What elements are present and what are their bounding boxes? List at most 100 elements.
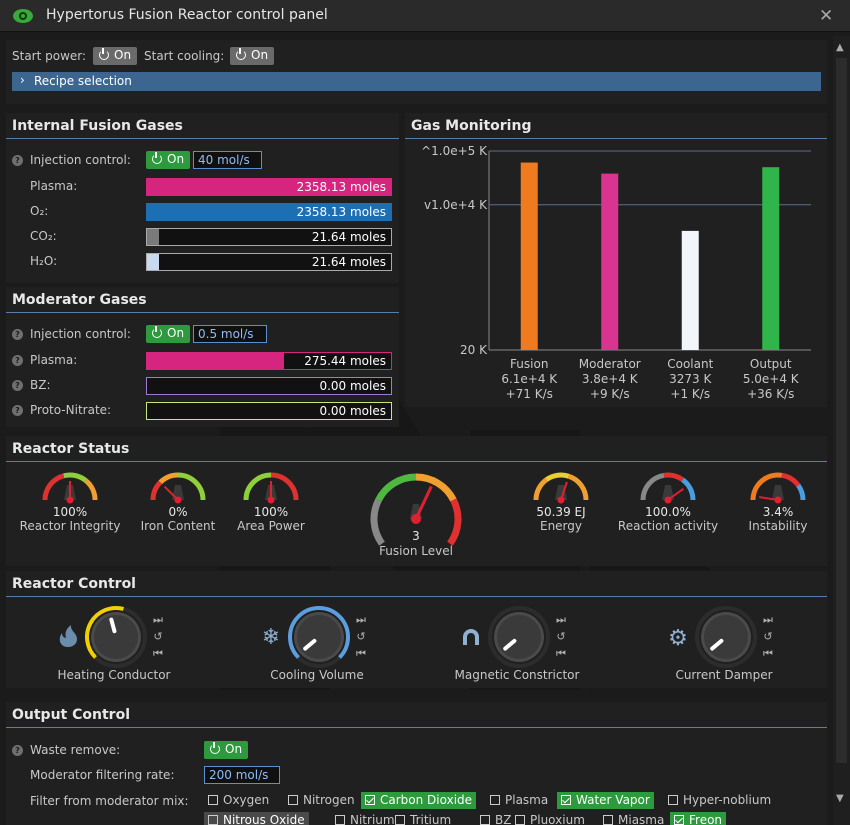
x-temperature-label: 3273 K — [669, 372, 712, 386]
filter-checkbox-miasma[interactable]: Miasma — [599, 812, 668, 825]
x-rate-label: +71 K/s — [506, 387, 553, 401]
x-category-label: Output — [750, 357, 792, 371]
bar-moderator — [601, 173, 619, 350]
scrollbar[interactable]: ▲ ▼ — [833, 36, 850, 825]
filter-label: Pluoxium — [530, 813, 585, 825]
filter-checkbox-nitrous-oxide[interactable]: Nitrous Oxide — [204, 812, 309, 825]
gauge-arc-segment — [640, 472, 665, 501]
gas-monitoring-panel: Gas Monitoring ^1.0e+5 K v1.0e+4 K 20 K Fus… — [405, 113, 827, 407]
bar-fusion — [520, 162, 538, 350]
scroll-down-icon[interactable]: ▼ — [836, 793, 844, 804]
gauge-label: Instability — [749, 519, 808, 533]
injection-control-label: Injection control: — [30, 153, 131, 167]
min-icon[interactable]: ⏮ — [556, 647, 566, 660]
gauge-label: Iron Content — [141, 519, 216, 533]
min-icon[interactable]: ⏮ — [356, 647, 366, 660]
x-temperature-label: 6.1e+4 K — [501, 372, 558, 386]
knob-indicator — [503, 638, 517, 651]
gauge-pivot — [411, 514, 421, 524]
gas-monitoring-title: Gas Monitoring — [405, 113, 827, 139]
knob-face — [704, 615, 748, 659]
help-icon[interactable]: ? — [12, 355, 23, 366]
filter-checkbox-water-vapor[interactable]: Water Vapor — [557, 792, 654, 809]
y-tick-label: v1.0e+4 K — [424, 198, 488, 212]
close-icon[interactable]: ✕ — [819, 6, 834, 26]
help-icon[interactable]: ? — [12, 329, 23, 340]
checkbox-icon — [561, 795, 571, 805]
injection-rate-input[interactable]: 40 mol/s — [193, 151, 262, 169]
filter-checkbox-nitrogen[interactable]: Nitrogen — [284, 792, 359, 809]
knob-ring-level — [85, 606, 125, 659]
control-knobs: ⏭ ↺ ⏮ Heating Conductor ❄ ⏭ ↺ ⏮ Cooling Volume ⏭ ↺… — [58, 606, 773, 682]
help-icon[interactable]: ? — [12, 155, 23, 166]
knob-ring — [695, 606, 757, 668]
gas-name: O₂: — [30, 204, 49, 218]
x-category-label: Fusion — [510, 357, 548, 371]
gauge-arc-segment — [42, 473, 65, 501]
filter-checkbox-carbon-dioxide[interactable]: Carbon Dioxide — [361, 792, 477, 809]
filter-label: Carbon Dioxide — [380, 793, 473, 807]
max-icon[interactable]: ⏭ — [356, 613, 366, 626]
filtering-rate-input[interactable]: 200 mol/s — [204, 766, 280, 784]
knob-face — [94, 615, 138, 659]
injection-toggle[interactable]: On — [146, 325, 191, 343]
max-icon[interactable]: ⏭ — [763, 613, 773, 626]
filter-checkbox-bz[interactable]: BZ — [476, 812, 515, 825]
help-icon[interactable]: ? — [12, 380, 23, 391]
filter-label: Freon — [689, 813, 723, 825]
max-icon[interactable]: ⏭ — [556, 613, 566, 626]
knob-magnetic-constrictor[interactable]: ⏭ ↺ ⏮ Magnetic Constrictor — [455, 606, 580, 682]
reset-icon[interactable]: ↺ — [556, 630, 565, 643]
filter-checkbox-plasma[interactable]: Plasma — [486, 792, 552, 809]
gauge-pivot — [557, 496, 565, 504]
gauge-arc-segment — [63, 472, 88, 483]
knob-ring-level — [288, 606, 350, 659]
gas-amount-bar: 275.44 moles — [146, 352, 392, 370]
help-icon[interactable]: ? — [12, 405, 23, 416]
knob-heating-conductor[interactable]: ⏭ ↺ ⏮ Heating Conductor — [58, 606, 171, 682]
moderator-gases-title: Moderator Gases — [6, 287, 399, 313]
gauge-arc-segment — [544, 472, 570, 482]
injection-rate-input[interactable]: 0.5 mol/s — [193, 325, 267, 343]
min-icon[interactable]: ⏮ — [153, 647, 163, 660]
reset-icon[interactable]: ↺ — [153, 630, 162, 643]
recipe-selection-button[interactable]: › Recipe selection — [12, 72, 821, 91]
help-icon[interactable]: ? — [12, 745, 23, 756]
gauge-value: 3.4% — [763, 505, 794, 519]
knob-current-damper[interactable]: ⚙ ⏭ ↺ ⏮ Current Damper — [668, 606, 773, 682]
checkbox-icon — [395, 815, 405, 825]
filter-checkbox-tritium[interactable]: Tritium — [391, 812, 455, 825]
waste-remove-toggle[interactable]: On — [204, 741, 249, 759]
scrollbar-track[interactable] — [836, 58, 847, 763]
filter-checkbox-freon[interactable]: Freon — [670, 812, 727, 825]
gas-amount-value: 275.44 moles — [304, 354, 386, 368]
max-icon[interactable]: ⏭ — [153, 613, 163, 626]
filter-checkbox-pluoxium[interactable]: Pluoxium — [511, 812, 589, 825]
min-icon[interactable]: ⏮ — [763, 647, 773, 660]
gas-amount-bar: 21.64 moles — [146, 228, 392, 246]
checkbox-icon — [480, 815, 490, 825]
knob-cooling-volume[interactable]: ❄ ⏭ ↺ ⏮ Cooling Volume — [262, 606, 366, 682]
start-power-button[interactable]: On — [93, 47, 138, 65]
reset-icon[interactable]: ↺ — [763, 630, 772, 643]
gauge-reactor-integrity: 100%Reactor Integrity — [20, 472, 120, 533]
gas-amount-value: 21.64 moles — [311, 230, 386, 244]
filter-checkbox-oxygen[interactable]: Oxygen — [204, 792, 273, 809]
filter-checkbox-nitrium[interactable]: Nitrium — [331, 812, 399, 825]
reactor-status-title: Reactor Status — [6, 436, 827, 462]
filter-label: Miasma — [618, 813, 665, 825]
start-cooling-button[interactable]: On — [230, 47, 275, 65]
filtering-rate-label: Moderator filtering rate: — [30, 768, 175, 782]
reset-icon[interactable]: ↺ — [356, 630, 365, 643]
internal-gases-title: Internal Fusion Gases — [6, 113, 399, 139]
gauge-iron-content: 0%Iron Content — [141, 472, 216, 533]
filter-checkbox-hyper-noblium[interactable]: Hyper-noblium — [664, 792, 775, 809]
gas-amount-bar: 21.64 moles — [146, 253, 392, 271]
x-rate-label: +1 K/s — [670, 387, 710, 401]
filter-label: Nitrium — [350, 813, 395, 825]
scroll-up-icon[interactable]: ▲ — [836, 42, 844, 53]
injection-toggle[interactable]: On — [146, 151, 191, 169]
gauge-hub-icon — [662, 485, 674, 500]
knob-face — [297, 615, 341, 659]
